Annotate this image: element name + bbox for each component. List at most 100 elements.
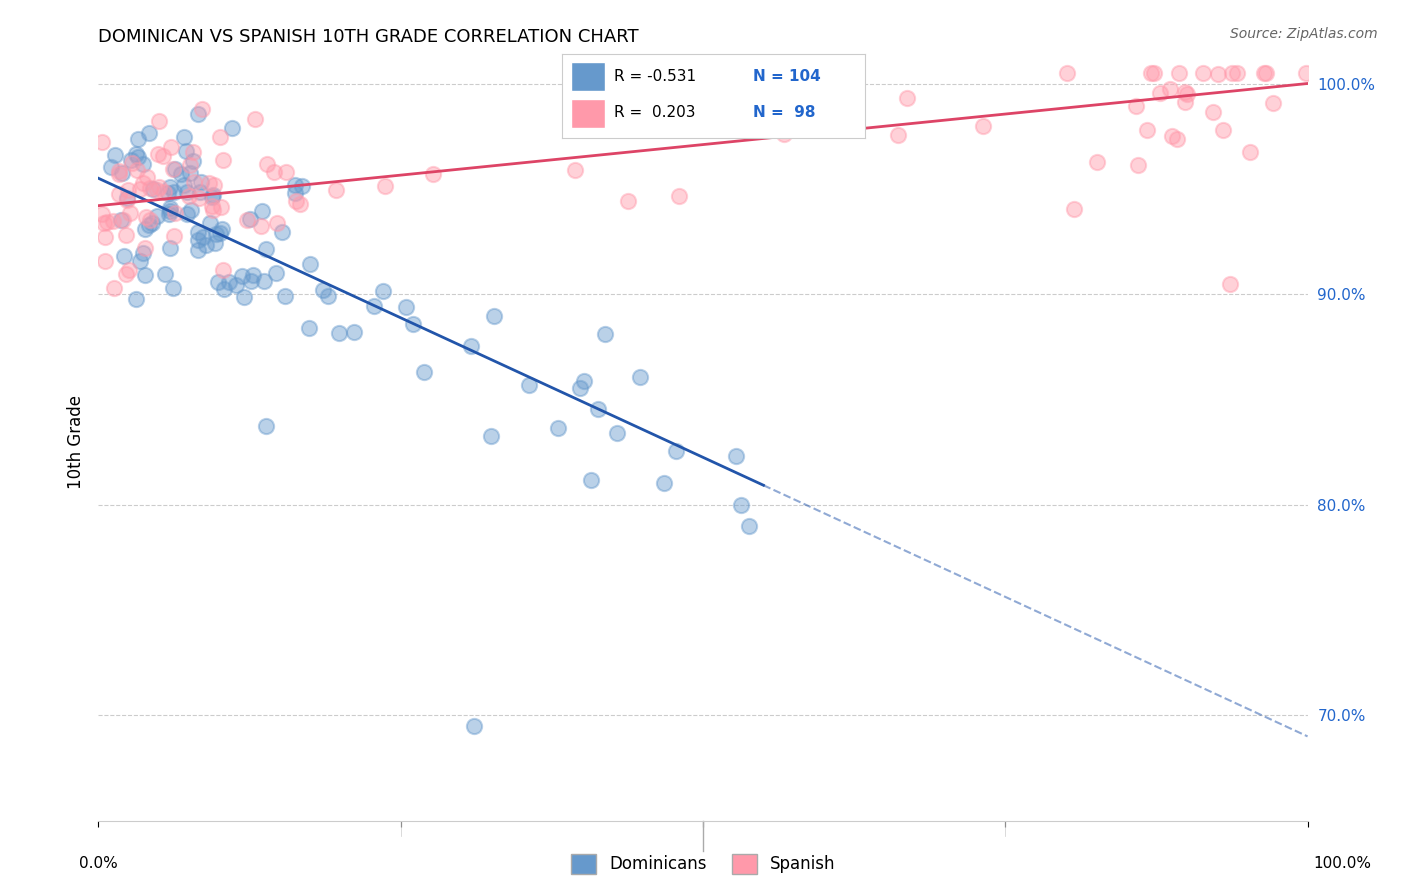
Point (1206, 67, 1229, 81)
Point (1212, 122, 1234, 136)
Point (132, 157, 155, 171)
Point (127, 132, 149, 146)
Point (1167, 66, 1189, 80)
Point (179, 158, 201, 172)
Point (173, 129, 195, 144)
Point (517, 378, 540, 392)
Point (1254, 66, 1277, 80)
Point (1226, 66, 1249, 80)
Point (972, 119, 994, 133)
Point (156, 186, 179, 201)
Point (148, 179, 170, 194)
Y-axis label: 10th Grade: 10th Grade (66, 394, 84, 489)
Point (135, 210, 157, 224)
Point (211, 222, 233, 236)
Point (1149, 87, 1171, 101)
Point (93, 216, 115, 230)
Point (221, 120, 243, 135)
Point (163, 206, 186, 220)
Point (232, 290, 254, 304)
Point (187, 107, 209, 121)
Point (212, 153, 235, 167)
Point (238, 212, 260, 227)
Point (162, 281, 184, 295)
Point (153, 267, 176, 281)
Point (574, 375, 596, 389)
Point (274, 165, 297, 179)
Point (176, 185, 198, 199)
Point (1175, 87, 1198, 101)
Point (188, 190, 211, 204)
Point (201, 190, 224, 204)
Point (628, 369, 651, 384)
Point (231, 268, 253, 283)
Point (288, 196, 311, 211)
Point (145, 209, 167, 223)
Point (121, 156, 143, 170)
Point (606, 425, 628, 440)
Point (212, 263, 235, 277)
Point (214, 282, 236, 296)
Point (183, 175, 205, 189)
Point (284, 186, 307, 201)
Point (163, 229, 186, 244)
Point (547, 421, 569, 435)
Point (413, 365, 436, 379)
Point (134, 241, 156, 255)
Point (1139, 66, 1161, 80)
Point (270, 225, 292, 239)
Point (114, 228, 136, 243)
Point (209, 200, 232, 214)
Point (730, 498, 752, 512)
Point (195, 238, 218, 252)
Point (159, 180, 181, 194)
Point (1125, 98, 1147, 112)
Point (94, 230, 117, 244)
Point (159, 140, 181, 154)
Point (263, 165, 285, 179)
Point (738, 518, 761, 533)
Point (1239, 145, 1261, 159)
Point (328, 326, 350, 340)
Point (1174, 85, 1197, 99)
Point (107, 168, 129, 182)
Point (128, 182, 150, 196)
Point (127, 150, 149, 164)
Point (124, 146, 146, 161)
Point (120, 153, 142, 168)
Point (1136, 122, 1159, 136)
Point (252, 204, 274, 219)
Point (460, 339, 482, 353)
Point (291, 179, 314, 194)
Point (264, 266, 287, 280)
Point (170, 167, 193, 181)
Point (218, 275, 240, 289)
Text: R =  0.203: R = 0.203 (614, 105, 696, 120)
Point (157, 207, 180, 221)
Point (1220, 66, 1243, 80)
Point (138, 181, 160, 195)
Point (118, 263, 141, 277)
Point (153, 185, 176, 199)
Bar (571, 99, 605, 128)
Point (187, 233, 209, 247)
Point (111, 166, 134, 180)
Point (266, 216, 288, 230)
Point (479, 428, 502, 442)
Point (162, 162, 184, 177)
Point (90, 135, 112, 149)
Point (138, 218, 160, 232)
Point (1159, 82, 1181, 96)
Point (887, 128, 910, 143)
Point (179, 166, 201, 180)
Point (152, 149, 174, 163)
Point (593, 327, 616, 342)
Point (1143, 66, 1166, 80)
Point (188, 186, 211, 200)
Point (363, 300, 385, 314)
Point (274, 289, 297, 303)
Point (202, 188, 225, 202)
Point (103, 281, 125, 295)
Point (131, 245, 153, 260)
Point (159, 241, 181, 255)
